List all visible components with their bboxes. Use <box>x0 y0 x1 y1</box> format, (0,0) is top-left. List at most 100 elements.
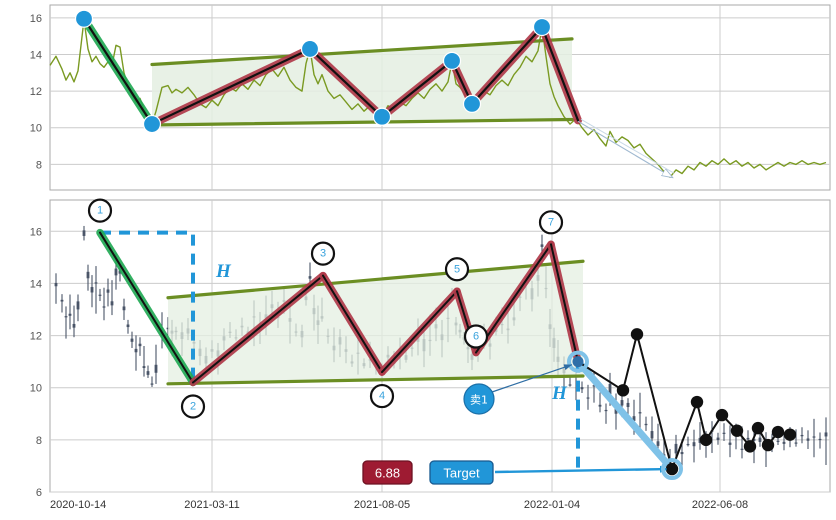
wave-marker-ring <box>310 241 336 266</box>
candlestick-body <box>728 442 732 445</box>
candlestick-body <box>98 294 102 296</box>
zigzag-pivot-dot[interactable] <box>690 395 704 409</box>
target-badge-label: Target <box>443 466 480 481</box>
bottom-ytick-label: 6 <box>36 487 42 499</box>
target-badge-bg <box>429 460 494 485</box>
wave-marker-ring <box>369 383 395 409</box>
candlestick-body <box>106 289 110 293</box>
price-badge[interactable]: 6.88 <box>362 460 413 485</box>
candlestick-body <box>776 440 780 443</box>
candlestick-body <box>76 301 80 310</box>
zigzag-pivot-dot[interactable] <box>730 424 744 437</box>
top-pivot-dot[interactable] <box>442 51 462 70</box>
zigzag-pivot-dot[interactable] <box>761 438 775 452</box>
candlestick-body <box>102 306 106 308</box>
candlestick-body <box>154 364 158 373</box>
candlestick-body <box>598 404 602 407</box>
bottom-ytick-label: 8 <box>36 435 42 447</box>
candlestick-body <box>782 441 786 444</box>
zigzag-pivot-dot[interactable] <box>699 433 713 447</box>
target-point-dot[interactable] <box>666 463 678 475</box>
top-ytick-label: 12 <box>30 86 42 98</box>
candlestick-body <box>146 371 150 375</box>
bottom-wave-leg-core <box>550 243 579 363</box>
zigzag-pivot-dot[interactable] <box>743 440 757 453</box>
bottom-channel-lower-line <box>166 374 585 386</box>
candlestick-body <box>580 387 584 390</box>
zigzag-pivot-dot[interactable] <box>751 421 765 435</box>
wave-marker-ring <box>444 257 470 282</box>
top-pivot-dot[interactable] <box>462 94 482 114</box>
candlestick-body <box>94 282 98 284</box>
price-badge-bg <box>362 460 413 485</box>
top-channel-upper-line <box>150 37 574 67</box>
candlestick-body <box>142 366 146 368</box>
candlestick-body <box>758 437 762 442</box>
top-wave-leg-core <box>308 47 384 118</box>
top-ytick-label: 16 <box>30 13 42 25</box>
candlestick-body <box>752 438 756 441</box>
bottom-ytick-label: 16 <box>30 226 42 238</box>
target-badge[interactable]: Target <box>429 460 494 485</box>
wave-marker-ring <box>463 324 489 349</box>
badges-layer: 6.88 Target 卖1 <box>362 383 495 485</box>
wave-marker-ring <box>87 198 113 223</box>
top-wave-leg-core <box>150 47 312 126</box>
xtick-label: 2020-10-14 <box>50 499 106 511</box>
wave-marker-group: 1 2 3 4 5 6 7 <box>87 198 564 419</box>
breakdown-point-dot[interactable] <box>572 356 584 368</box>
top-pivot-dot[interactable] <box>142 114 162 134</box>
wave-marker[interactable]: 7 <box>538 210 564 235</box>
height-label-lower: H <box>551 383 568 404</box>
candlestick-body <box>674 443 678 454</box>
wave-marker[interactable]: 5 <box>444 257 470 282</box>
wave-marker[interactable]: 2 <box>180 394 206 419</box>
candlestick-body <box>308 276 312 279</box>
zigzag-pivot-dot[interactable] <box>783 428 797 441</box>
sell-badge[interactable]: 卖1 <box>463 383 495 415</box>
top-ytick-label: 8 <box>36 159 42 171</box>
candlestick-body <box>118 270 122 274</box>
bottom-wave-leg-core <box>192 274 324 384</box>
top-wave-leg-core <box>470 25 544 106</box>
xtick-label: 2021-03-11 <box>184 499 239 511</box>
candlestick-body <box>134 348 138 353</box>
candlestick-body <box>722 432 726 434</box>
candlestick-body <box>806 438 810 441</box>
candlestick-body <box>82 230 86 236</box>
zigzag-pivot-dot[interactable] <box>616 384 630 397</box>
candlestick-body <box>800 434 804 437</box>
zigzag-pivot-dot[interactable] <box>715 408 729 422</box>
wave-marker[interactable]: 3 <box>310 241 336 266</box>
breakdown-point-halo <box>567 350 589 373</box>
wave-marker[interactable]: 4 <box>369 383 395 409</box>
top-ytick-label: 14 <box>30 49 42 61</box>
candlestick-body <box>656 441 660 446</box>
annotation-labels-layer: H H <box>215 261 568 404</box>
wave-marker[interactable]: 6 <box>463 324 489 349</box>
candlestick-body <box>824 432 828 437</box>
top-channel-lower-line <box>150 117 574 127</box>
candlestick-body <box>626 402 630 408</box>
bottom-wave-leg-core <box>381 290 458 374</box>
zigzag-pivot-dot[interactable] <box>630 328 644 341</box>
top-pivot-dot[interactable] <box>372 107 392 126</box>
bottom-ytick-label: 12 <box>30 331 42 343</box>
candlestick-body <box>686 443 690 446</box>
candlestick-body <box>604 409 608 412</box>
candlestick-body <box>86 271 90 279</box>
wave-marker-label: 4 <box>379 390 385 402</box>
xtick-label: 2022-06-08 <box>692 499 748 511</box>
top-pivot-dot[interactable] <box>532 17 552 37</box>
candlestick-body <box>54 282 58 287</box>
wave-marker[interactable]: 1 <box>87 198 113 223</box>
top-pivot-dot[interactable] <box>74 9 94 28</box>
top-pivot-dot[interactable] <box>300 39 320 59</box>
breakdown-highlight <box>574 358 676 473</box>
zigzag-pivot-dot[interactable] <box>771 425 785 439</box>
candlestick-body <box>680 452 684 455</box>
candlestick-body <box>638 412 642 414</box>
wave-marker-ring <box>180 394 206 419</box>
